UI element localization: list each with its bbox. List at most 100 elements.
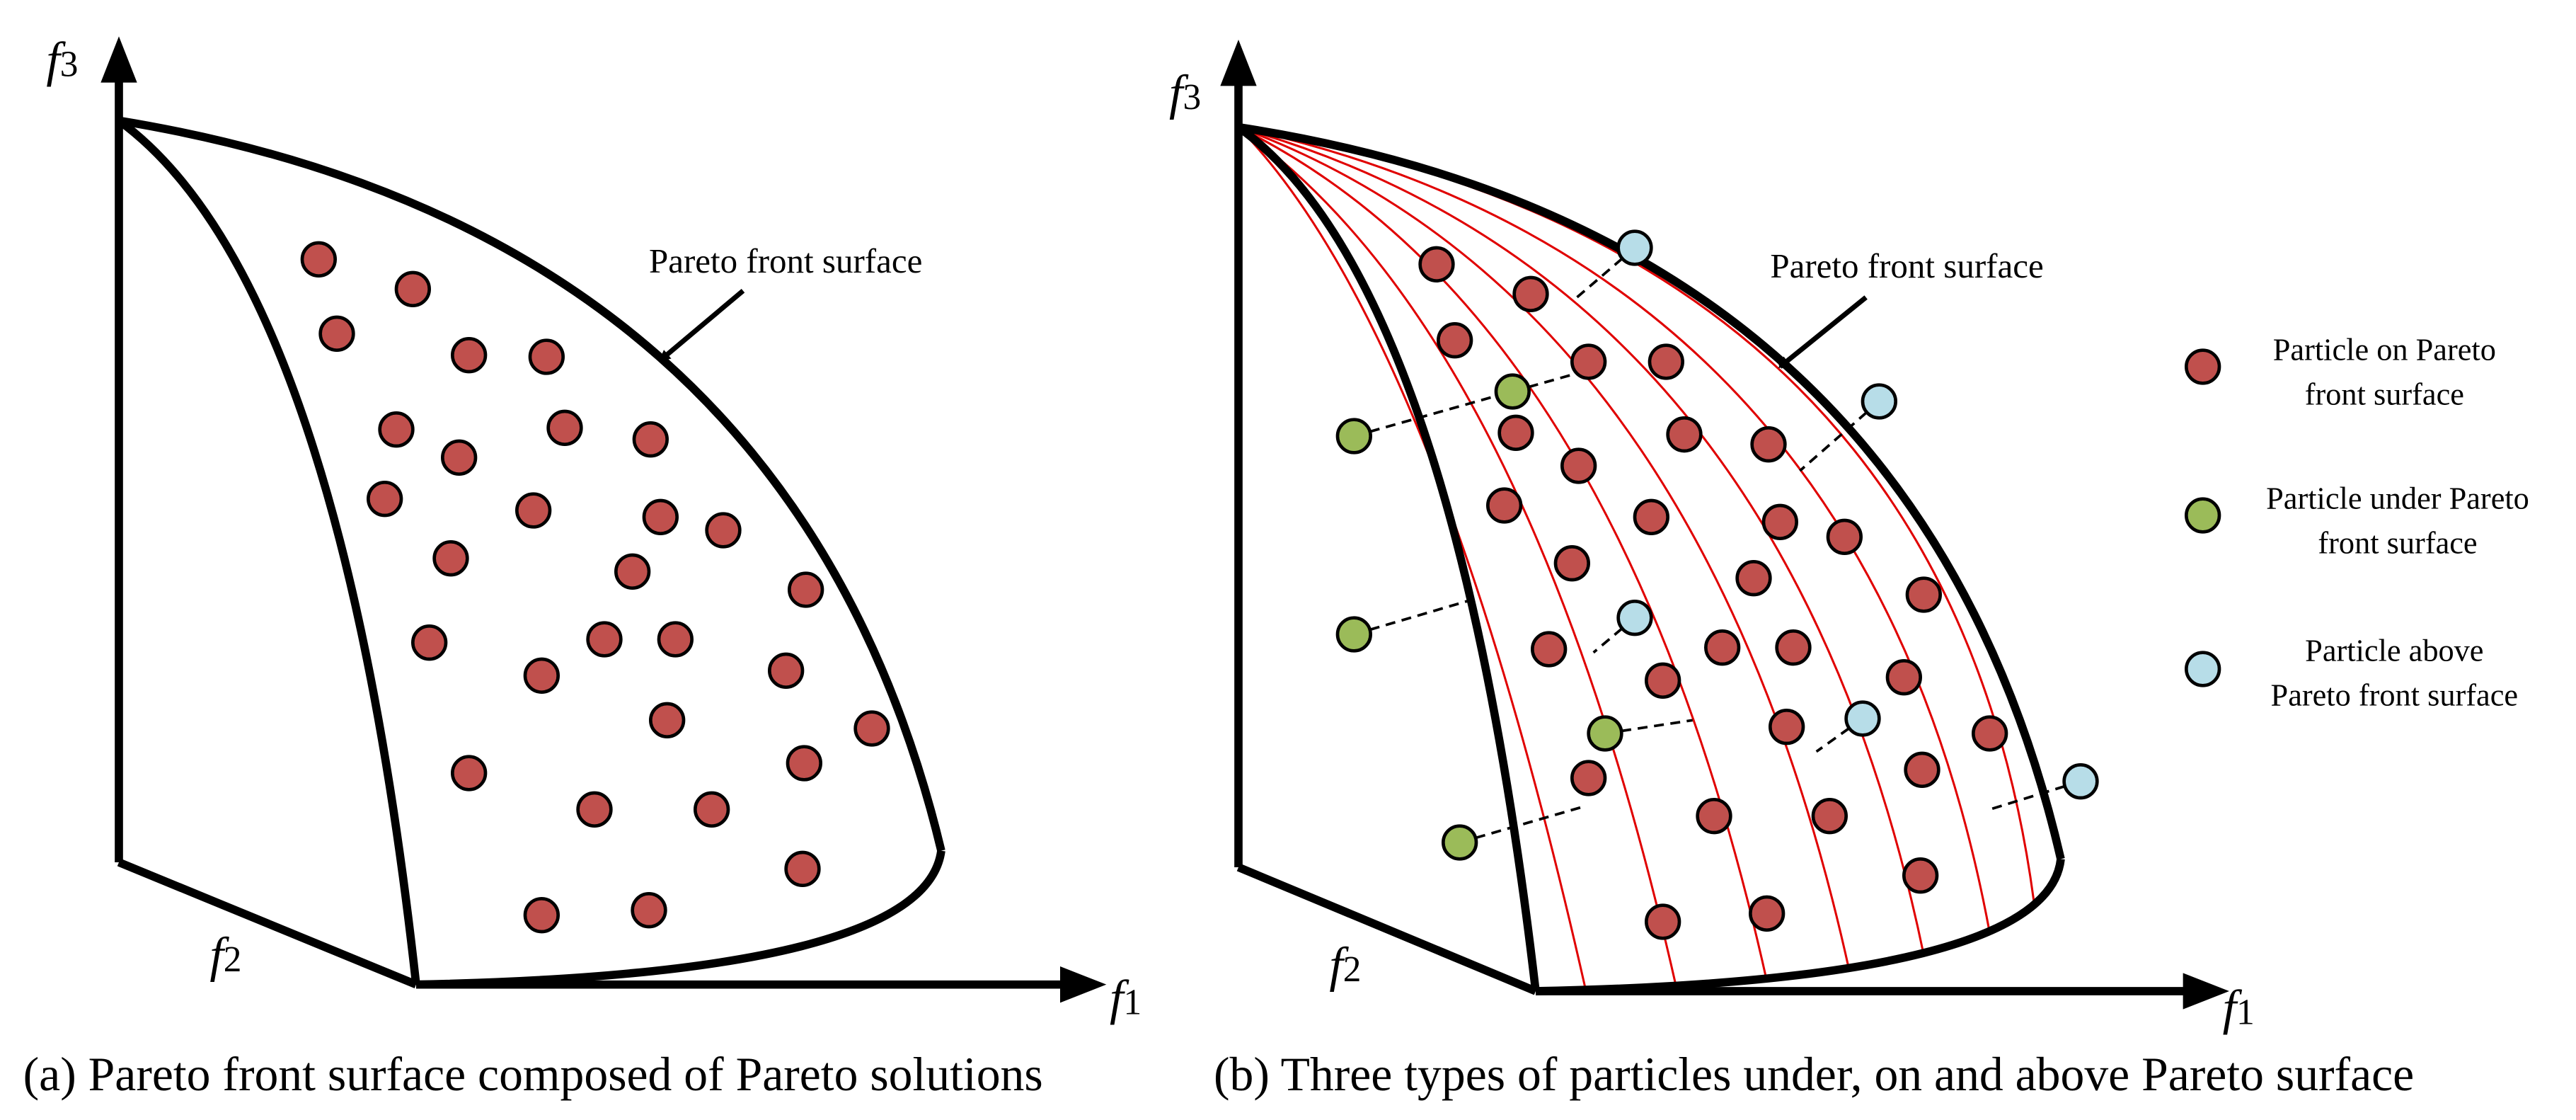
particle-on-surface bbox=[1570, 343, 1607, 380]
connector-line bbox=[1353, 395, 1495, 438]
particle-on-surface bbox=[1648, 343, 1684, 380]
particle-on-surface bbox=[1497, 414, 1534, 451]
particle-on-surface bbox=[1570, 760, 1607, 796]
particle-on-surface bbox=[1905, 576, 1942, 613]
legend-under-line1: Particle under Pareto bbox=[2266, 481, 2529, 516]
legend-marker-on bbox=[2185, 348, 2221, 385]
particle-on-surface bbox=[1560, 447, 1597, 484]
particle-on-surface bbox=[528, 338, 565, 375]
legend-item-under: Particle under Pareto front surface bbox=[2185, 481, 2529, 561]
legend-marker-under bbox=[2185, 497, 2221, 534]
mesh-curve bbox=[1238, 126, 1769, 982]
particle-on-surface bbox=[432, 540, 469, 577]
particle-on-surface bbox=[657, 621, 694, 658]
particle-on-surface bbox=[441, 439, 478, 476]
particle-on-surface bbox=[614, 553, 651, 590]
legend-item-above: Particle above Pareto front surface bbox=[2185, 632, 2519, 712]
legend-above-line2: Pareto front surface bbox=[2271, 677, 2519, 712]
particle-on-surface bbox=[784, 850, 821, 888]
particle-on-surface bbox=[1750, 426, 1787, 463]
particle-on-surface bbox=[642, 498, 679, 535]
mesh-curve bbox=[1237, 126, 1587, 988]
particle-on-surface bbox=[451, 337, 488, 374]
panel-b-annotation-arrow bbox=[1778, 295, 1868, 369]
particle-on-surface bbox=[586, 621, 623, 658]
particle-on-surface bbox=[378, 411, 415, 448]
panel-a-f1-arrowhead bbox=[1060, 966, 1107, 1003]
particle-on-surface bbox=[788, 571, 824, 608]
particle-on-surface bbox=[1735, 560, 1772, 597]
panel-b-connectors bbox=[1353, 246, 2081, 844]
particle-above-surface bbox=[1616, 600, 1653, 636]
connector-line bbox=[1576, 246, 1636, 299]
panel-b-front-bottom-edge bbox=[1535, 858, 2065, 995]
legend-item-on: Particle on Pareto front surface bbox=[2185, 332, 2496, 412]
particle-on-surface bbox=[649, 702, 686, 738]
panel-a-f3-label: f3 bbox=[46, 33, 78, 87]
particle-under-surface bbox=[1335, 418, 1373, 455]
particle-on-surface bbox=[853, 710, 890, 747]
panel-b-f1-label: f1 bbox=[2223, 981, 2255, 1036]
particle-on-surface bbox=[1531, 631, 1568, 668]
panel-a: Pareto front surface f3 f2 f1 (a) Pareto… bbox=[23, 33, 1142, 1101]
particle-on-surface bbox=[1704, 629, 1741, 666]
panel-b-f2-label: f2 bbox=[1329, 938, 1361, 993]
panel-b-f3-label: f3 bbox=[1169, 66, 1201, 120]
particle-on-surface bbox=[1769, 709, 1805, 745]
particle-on-surface bbox=[1811, 798, 1848, 835]
panel-a-annotation: Pareto front surface bbox=[649, 241, 922, 280]
legend-under-line2: front surface bbox=[2318, 525, 2477, 561]
particle-on-surface bbox=[632, 421, 669, 458]
panel-a-front-left-edge bbox=[116, 117, 420, 985]
particle-on-surface bbox=[451, 755, 488, 792]
particle-on-surface bbox=[1486, 487, 1523, 524]
particle-on-surface bbox=[1775, 629, 1812, 666]
panel-b-f3-arrowhead bbox=[1220, 40, 1257, 86]
panel-a-f2-label: f2 bbox=[209, 928, 241, 983]
panel-b-caption: (b) Three types of particles under, on a… bbox=[1214, 1048, 2414, 1101]
particle-on-surface bbox=[1437, 322, 1473, 359]
panel-a-caption: (a) Pareto front surface composed of Par… bbox=[23, 1048, 1043, 1101]
particle-on-surface bbox=[576, 791, 613, 828]
panel-a-particles bbox=[300, 241, 890, 934]
particle-on-surface bbox=[318, 315, 355, 353]
particle-on-surface bbox=[523, 657, 560, 694]
panel-b: Pareto front surface f3 f2 f1 (b) Three … bbox=[1169, 40, 2414, 1101]
legend-above-line1: Particle above bbox=[2305, 632, 2483, 668]
particle-on-surface bbox=[546, 409, 583, 446]
particle-on-surface bbox=[1904, 751, 1940, 789]
particle-on-surface bbox=[523, 897, 560, 934]
particle-on-surface bbox=[1696, 798, 1732, 835]
particle-on-surface bbox=[1645, 662, 1681, 699]
particle-on-surface bbox=[1761, 503, 1798, 540]
panel-b-annotation: Pareto front surface bbox=[1770, 246, 2043, 285]
particle-on-surface bbox=[1972, 715, 2008, 752]
legend-on-line1: Particle on Pareto bbox=[2273, 332, 2496, 367]
particle-on-surface bbox=[1645, 903, 1681, 940]
particle-on-surface bbox=[786, 745, 823, 782]
particle-on-surface bbox=[1902, 857, 1939, 894]
panel-b-front-left-edge bbox=[1236, 123, 1540, 992]
connector-line bbox=[1604, 719, 1693, 735]
particle-on-surface bbox=[1418, 246, 1455, 283]
particle-on-surface bbox=[1633, 498, 1669, 535]
mesh-curve bbox=[1238, 126, 1991, 934]
particle-on-surface bbox=[394, 270, 431, 308]
connector-line bbox=[1512, 372, 1577, 393]
particle-on-surface bbox=[1512, 275, 1549, 313]
panel-a-f1-label: f1 bbox=[1110, 971, 1142, 1026]
legend-on-line2: front surface bbox=[2305, 377, 2464, 412]
particle-on-surface bbox=[1666, 416, 1703, 453]
particle-above-surface bbox=[1616, 229, 1653, 266]
panel-b-particles bbox=[1335, 229, 2099, 940]
particle-under-surface bbox=[1335, 616, 1373, 653]
panel-a-annotation-arrow bbox=[658, 288, 745, 362]
particle-on-surface bbox=[694, 791, 730, 828]
panel-a-f2-axis bbox=[117, 858, 418, 989]
panel-b-front-outer-edge bbox=[1238, 122, 2065, 860]
panel-a-front-outer-edge bbox=[118, 116, 945, 852]
particle-under-surface bbox=[1442, 824, 1478, 861]
panel-b-f1-arrowhead bbox=[2183, 973, 2229, 1010]
particle-above-surface bbox=[1861, 383, 1897, 420]
